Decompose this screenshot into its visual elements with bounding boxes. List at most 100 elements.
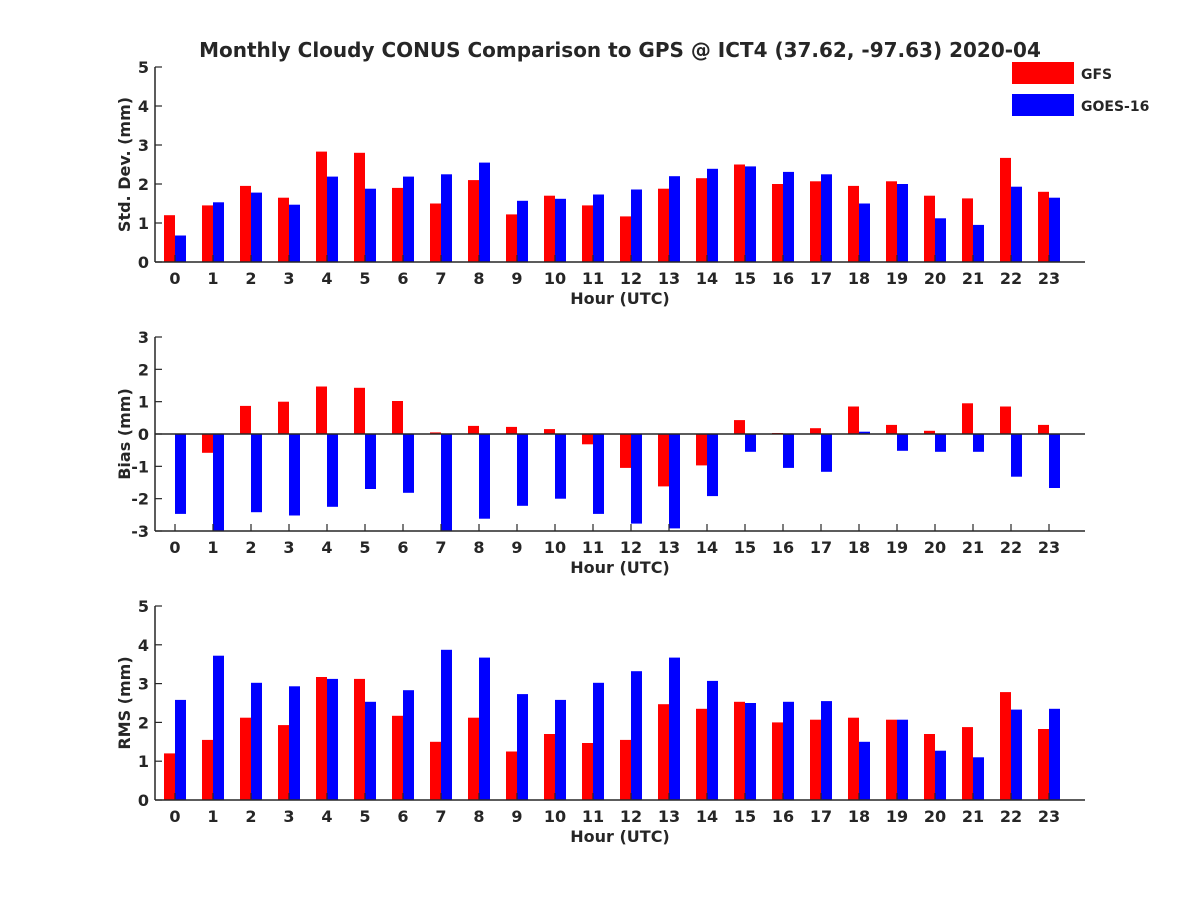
stddev-bar-gfs-hour-18	[848, 185, 859, 262]
rms-xtick-label: 21	[962, 807, 984, 826]
rms-bar-gfs-hour-6	[392, 715, 403, 800]
rms-xtick-label: 11	[582, 807, 604, 826]
rms-xtick-label: 10	[544, 807, 566, 826]
rms-ytick-label: 4	[138, 636, 149, 655]
bias-xtick-label: 2	[245, 538, 256, 557]
bias-bar-gfs-hour-19	[886, 424, 897, 434]
rms-xtick-label: 15	[734, 807, 756, 826]
stddev-bar-goes16-hour-16	[783, 171, 794, 262]
stddev-bar-gfs-hour-12	[620, 216, 631, 262]
chart-title: Monthly Cloudy CONUS Comparison to GPS @…	[199, 38, 1041, 62]
rms-bar-goes16-hour-13	[669, 657, 680, 800]
rms-x-axis-label: Hour (UTC)	[570, 827, 670, 846]
rms-bar-goes16-hour-15	[745, 703, 756, 800]
bias-bar-goes16-hour-12	[631, 434, 642, 524]
stddev-xtick-label: 21	[962, 269, 984, 288]
legend-swatch-gfs	[1012, 62, 1074, 84]
rms-bar-gfs-hour-8	[468, 717, 479, 800]
rms-bar-gfs-hour-23	[1038, 729, 1049, 800]
stddev-bar-gfs-hour-3	[278, 197, 289, 262]
stddev-xtick-label: 23	[1038, 269, 1060, 288]
stddev-bar-goes16-hour-1	[213, 202, 224, 262]
stddev-ytick-label: 1	[138, 214, 149, 233]
bias-bar-gfs-hour-14	[696, 434, 707, 466]
stddev-bar-goes16-hour-9	[517, 200, 528, 262]
bias-xtick-label: 7	[435, 538, 446, 557]
rms-bar-gfs-hour-1	[202, 739, 213, 800]
rms-bar-goes16-hour-18	[859, 741, 870, 800]
stddev-ytick-label: 5	[138, 58, 149, 77]
rms-bar-gfs-hour-16	[772, 722, 783, 800]
bias-bar-goes16-hour-4	[327, 434, 338, 507]
stddev-xtick-label: 0	[169, 269, 180, 288]
bias-bar-gfs-hour-13	[658, 434, 669, 487]
stddev-bar-gfs-hour-21	[962, 198, 973, 262]
bias-xtick-label: 1	[207, 538, 218, 557]
bias-xtick-label: 13	[658, 538, 680, 557]
bias-bar-goes16-hour-22	[1011, 434, 1022, 477]
bias-bar-goes16-hour-19	[897, 434, 908, 451]
bias-xtick-label: 11	[582, 538, 604, 557]
bias-xtick-label: 0	[169, 538, 180, 557]
bias-xtick-label: 18	[848, 538, 870, 557]
stddev-bar-gfs-hour-10	[544, 195, 555, 262]
bias-bar-goes16-hour-1	[213, 434, 224, 531]
stddev-xtick-label: 11	[582, 269, 604, 288]
bias-bar-goes16-hour-10	[555, 434, 566, 499]
rms-xtick-label: 6	[397, 807, 408, 826]
rms-bar-gfs-hour-2	[240, 717, 251, 800]
stddev-ytick-label: 4	[138, 97, 149, 116]
bias-xtick-label: 19	[886, 538, 908, 557]
rms-ytick-label: 0	[138, 791, 149, 810]
stddev-bar-gfs-hour-19	[886, 181, 897, 262]
stddev-bar-gfs-hour-2	[240, 185, 251, 262]
rms-bar-gfs-hour-3	[278, 725, 289, 800]
rms-bar-gfs-hour-12	[620, 739, 631, 800]
stddev-bar-goes16-hour-17	[821, 174, 832, 263]
stddev-bar-goes16-hour-19	[897, 184, 908, 262]
stddev-bar-gfs-hour-13	[658, 188, 669, 262]
stddev-xtick-label: 3	[283, 269, 294, 288]
rms-xtick-label: 9	[511, 807, 522, 826]
stddev-xtick-label: 13	[658, 269, 680, 288]
stddev-bar-gfs-hour-9	[506, 214, 517, 262]
bias-bar-goes16-hour-0	[175, 434, 186, 514]
stddev-xtick-label: 9	[511, 269, 522, 288]
stddev-xtick-label: 2	[245, 269, 256, 288]
stddev-xtick-label: 5	[359, 269, 370, 288]
stddev-bar-goes16-hour-10	[555, 198, 566, 262]
bias-x-axis-label: Hour (UTC)	[570, 558, 670, 577]
stddev-bar-gfs-hour-4	[316, 151, 327, 262]
bias-bar-goes16-hour-15	[745, 434, 756, 452]
stddev-xtick-label: 17	[810, 269, 832, 288]
rms-bar-goes16-hour-3	[289, 686, 300, 800]
rms-bar-goes16-hour-8	[479, 657, 490, 800]
rms-bar-goes16-hour-1	[213, 655, 224, 800]
stddev-bar-gfs-hour-23	[1038, 191, 1049, 262]
bias-bar-gfs-hour-15	[734, 420, 745, 434]
bias-bar-goes16-hour-13	[669, 434, 680, 529]
rms-xtick-label: 8	[473, 807, 484, 826]
rms-xtick-label: 19	[886, 807, 908, 826]
bias-bar-gfs-hour-10	[544, 429, 555, 434]
rms-bar-gfs-hour-18	[848, 717, 859, 800]
rms-xtick-label: 17	[810, 807, 832, 826]
rms-xtick-label: 0	[169, 807, 180, 826]
bias-bar-gfs-hour-7	[430, 432, 441, 434]
rms-bar-goes16-hour-16	[783, 701, 794, 800]
rms-xtick-label: 20	[924, 807, 946, 826]
bias-bar-goes16-hour-14	[707, 434, 718, 497]
stddev-bar-gfs-hour-20	[924, 195, 935, 262]
stddev-xtick-label: 15	[734, 269, 756, 288]
rms-xtick-label: 22	[1000, 807, 1022, 826]
rms-bar-goes16-hour-4	[327, 678, 338, 800]
rms-bar-goes16-hour-22	[1011, 709, 1022, 800]
stddev-xtick-label: 19	[886, 269, 908, 288]
stddev-bar-gfs-hour-6	[392, 187, 403, 262]
rms-bar-goes16-hour-21	[973, 757, 984, 800]
rms-bar-goes16-hour-6	[403, 690, 414, 800]
rms-bar-goes16-hour-10	[555, 699, 566, 800]
bias-ytick-label: -3	[131, 522, 149, 541]
